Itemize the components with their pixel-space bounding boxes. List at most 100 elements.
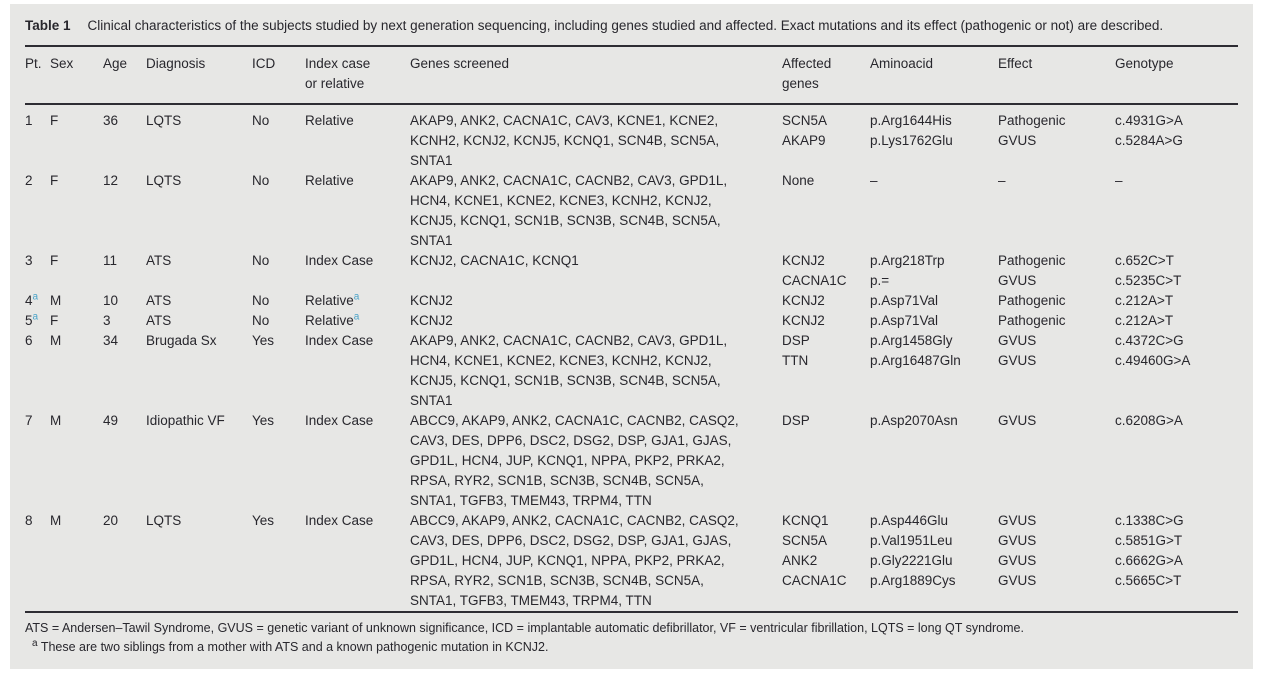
cell-genes-screened: KCNJ2, CACNA1C, KCNQ1 bbox=[410, 251, 782, 291]
cell-effect-line: GVUS bbox=[998, 573, 1037, 588]
cell-genes-screened-text: AKAP9, ANK2, CACNA1C, CACNB2, CAV3, GPD1… bbox=[410, 173, 728, 248]
cell-effect: GVUS GVUS GVUS GVUS bbox=[998, 511, 1115, 611]
cell-aminoacid-line: p.Asp71Val bbox=[870, 293, 939, 308]
cell-age-text: 34 bbox=[103, 333, 119, 348]
cell-patient-text: 8 bbox=[25, 513, 33, 528]
cell-sex-text: F bbox=[50, 253, 59, 268]
cell-age-text: 3 bbox=[103, 313, 111, 328]
cell-sex-text: F bbox=[50, 313, 59, 328]
cell-effect-line: GVUS bbox=[998, 513, 1037, 528]
table-row: 3 F 11 ATS No Index Case KCNJ2, CACNA1C, KCNQ1… bbox=[25, 251, 1238, 291]
cell-effect: Pathogenic GVUS bbox=[998, 251, 1115, 291]
cell-icd: No bbox=[252, 104, 305, 171]
cell-affected-genes: SCN5A AKAP9 bbox=[782, 104, 870, 171]
footnote-reference-link[interactable]: a bbox=[32, 291, 39, 303]
cell-diagnosis-text: Idiopathic VF bbox=[146, 413, 225, 428]
column-header: Aminoacid bbox=[870, 45, 998, 105]
cell-index-case-text: Relative bbox=[305, 113, 354, 128]
cell-index-case-text: Relative bbox=[305, 293, 354, 308]
cell-age-text: 20 bbox=[103, 513, 119, 528]
footnote-a-marker: a bbox=[32, 637, 38, 649]
cell-genes-screened-text: AKAP9, ANK2, CACNA1C, CAV3, KCNE1, KCNE2… bbox=[410, 113, 720, 168]
footnote-reference-link[interactable]: a bbox=[353, 291, 360, 303]
cell-affected-genes-line: CACNA1C bbox=[782, 273, 847, 288]
cell-diagnosis: LQTS bbox=[146, 511, 252, 611]
cell-aminoacid-line: p.Asp71Val bbox=[870, 313, 939, 328]
cell-effect-line: GVUS bbox=[998, 413, 1037, 428]
cell-sex-text: F bbox=[50, 113, 59, 128]
cell-diagnosis: ATS bbox=[146, 251, 252, 291]
cell-affected-genes: KCNQ1 SCN5A ANK2 CACNA1C bbox=[782, 511, 870, 611]
footnote-reference-link[interactable]: a bbox=[353, 311, 360, 323]
cell-age-text: 36 bbox=[103, 113, 119, 128]
cell-sex: F bbox=[50, 311, 103, 331]
cell-aminoacid-line: p.= bbox=[870, 273, 890, 288]
cell-age: 10 bbox=[103, 291, 146, 311]
cell-index-case-text: Index Case bbox=[305, 333, 374, 348]
cell-aminoacid-line: p.Lys1762Glu bbox=[870, 133, 953, 148]
cell-effect-line: GVUS bbox=[998, 133, 1037, 148]
cell-patient-text: 4 bbox=[25, 293, 33, 308]
cell-aminoacid-line: – bbox=[870, 173, 878, 188]
cell-affected-genes-line: SCN5A bbox=[782, 533, 828, 548]
cell-affected-genes: KCNJ2 bbox=[782, 291, 870, 311]
cell-sex: M bbox=[50, 511, 103, 611]
cell-diagnosis-text: LQTS bbox=[146, 173, 182, 188]
cell-genotype-line: c.212A>T bbox=[1115, 293, 1174, 308]
cell-patient: 5a bbox=[25, 311, 50, 331]
cell-aminoacid-line: p.Arg1644His bbox=[870, 113, 952, 128]
cell-genotype: c.1338C>G c.5851G>T c.6662G>A c.5665C>T bbox=[1115, 511, 1238, 611]
cell-icd: Yes bbox=[252, 511, 305, 611]
cell-index-case-text: Index Case bbox=[305, 413, 374, 428]
footnote-reference-link[interactable]: a bbox=[32, 311, 39, 323]
cell-icd-text: Yes bbox=[252, 513, 275, 528]
cell-icd-text: No bbox=[252, 253, 270, 268]
cell-effect-line: GVUS bbox=[998, 333, 1037, 348]
cell-genotype-line: c.6208G>A bbox=[1115, 413, 1183, 428]
cell-effect: GVUS bbox=[998, 411, 1115, 511]
cell-patient: 4a bbox=[25, 291, 50, 311]
cell-genotype: c.4372C>G c.49460G>A bbox=[1115, 331, 1238, 411]
cell-aminoacid: p.Asp446Glu p.Val1951Leu p.Gly2221Glu p.Arg… bbox=[870, 511, 998, 611]
cell-genotype-line: c.5235C>T bbox=[1115, 273, 1182, 288]
table-footnotes: ATS = Andersen–Tawil Syndrome, GVUS = ge… bbox=[25, 611, 1238, 669]
cell-diagnosis-text: ATS bbox=[146, 313, 172, 328]
cell-icd: Yes bbox=[252, 411, 305, 511]
column-header: Index case or relative bbox=[305, 45, 410, 105]
table-row: 7 M 49 Idiopathic VF Yes Index Case ABCC9, AKA… bbox=[25, 411, 1238, 511]
cell-genotype-line: c.49460G>A bbox=[1115, 353, 1191, 368]
cell-genes-screened: KCNJ2 bbox=[410, 291, 782, 311]
cell-icd-text: Yes bbox=[252, 333, 275, 348]
cell-genes-screened: AKAP9, ANK2, CACNA1C, CAV3, KCNE1, KCNE2… bbox=[410, 104, 782, 171]
cell-effect-line: Pathogenic bbox=[998, 253, 1066, 268]
cell-sex: F bbox=[50, 104, 103, 171]
cell-patient-text: 5 bbox=[25, 313, 33, 328]
cell-diagnosis: ATS bbox=[146, 291, 252, 311]
cell-patient: 1 bbox=[25, 104, 50, 171]
cell-aminoacid-line: p.Arg1458Gly bbox=[870, 333, 953, 348]
cell-index-case-text: Index Case bbox=[305, 513, 374, 528]
table-label: Table 1 bbox=[25, 18, 71, 33]
cell-sex: M bbox=[50, 331, 103, 411]
footnote-a: a These are two siblings from a mother w… bbox=[25, 638, 1238, 657]
cell-effect-line: Pathogenic bbox=[998, 113, 1066, 128]
cell-icd-text: No bbox=[252, 313, 270, 328]
cell-icd-text: Yes bbox=[252, 413, 275, 428]
table-row: 4a M 10 ATS No Relativea KCNJ2 KCNJ2 p.Asp71Val P… bbox=[25, 291, 1238, 311]
footnote-abbreviations: ATS = Andersen–Tawil Syndrome, GVUS = ge… bbox=[25, 621, 1024, 635]
cell-sex-text: M bbox=[50, 413, 62, 428]
cell-genotype-line: c.212A>T bbox=[1115, 313, 1174, 328]
cell-index-case-text: Relative bbox=[305, 313, 354, 328]
cell-affected-genes-line: AKAP9 bbox=[782, 133, 826, 148]
cell-index-case: Relative bbox=[305, 171, 410, 251]
table-row: 2 F 12 LQTS No Relative AKAP9, ANK2, CACNA1C, … bbox=[25, 171, 1238, 251]
cell-diagnosis: ATS bbox=[146, 311, 252, 331]
cell-genotype-line: c.5284A>G bbox=[1115, 133, 1183, 148]
column-header: Age bbox=[103, 45, 146, 105]
cell-index-case: Relativea bbox=[305, 291, 410, 311]
cell-age-text: 10 bbox=[103, 293, 119, 308]
cell-affected-genes-line: KCNJ2 bbox=[782, 293, 825, 308]
cell-genotype-line: c.4931G>A bbox=[1115, 113, 1183, 128]
cell-genotype: c.4931G>A c.5284A>G bbox=[1115, 104, 1238, 171]
cell-genotype-line: c.4372C>G bbox=[1115, 333, 1184, 348]
